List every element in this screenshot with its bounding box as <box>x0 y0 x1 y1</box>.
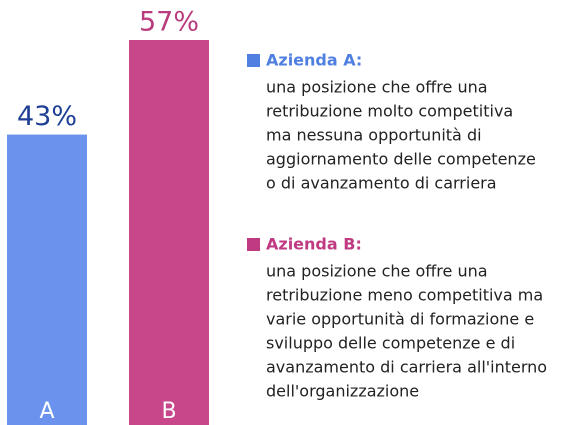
legend-description: retribuzione meno competitiva ma <box>266 286 543 305</box>
legend-name: Azienda A: <box>266 51 362 70</box>
legend-swatch <box>247 238 260 251</box>
legend-description: sviluppo delle competenze e di <box>266 334 515 353</box>
legend-description: ma nessuna opportunità di <box>266 126 482 145</box>
value-label: 57% <box>139 7 199 38</box>
legend-description: una posizione che offre una <box>266 262 488 281</box>
value-label: 43% <box>17 101 77 132</box>
bar <box>129 40 209 425</box>
legend-name: Azienda B: <box>266 235 362 254</box>
legend-description: avanzamento di carriera all'interno <box>266 358 547 377</box>
category-label: B <box>161 399 176 424</box>
legend-description: dell'organizzazione <box>266 382 419 401</box>
legend-description: una posizione che offre una <box>266 78 488 97</box>
legend-description: o di avanzamento di carriera <box>266 174 497 193</box>
bar <box>7 134 87 425</box>
category-label: A <box>39 399 54 424</box>
legend-swatch <box>247 54 260 67</box>
legend-description: aggiornamento delle competenze <box>266 150 536 169</box>
legend-description: retribuzione molto competitiva <box>266 102 513 121</box>
legend-description: varie opportunità di formazione e <box>266 310 534 329</box>
